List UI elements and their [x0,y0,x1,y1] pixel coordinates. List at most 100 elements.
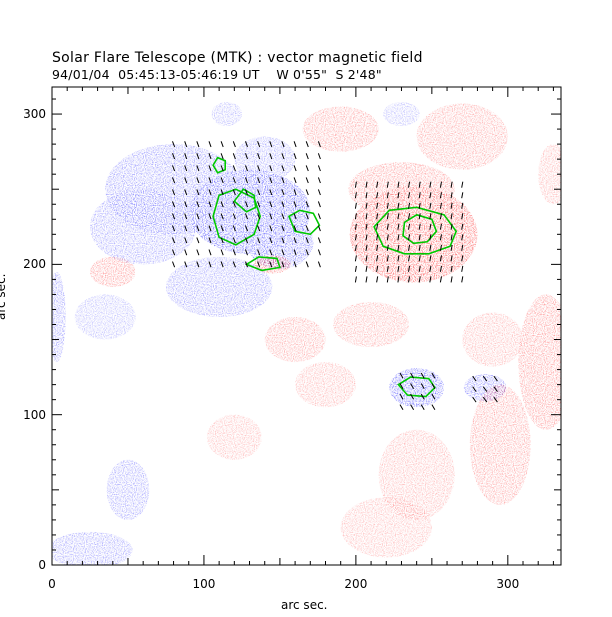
field-vector [431,383,436,389]
field-vector [450,192,453,199]
field-vector [269,261,273,268]
negative-polarity-region [246,214,314,269]
field-vector [461,181,464,188]
field-vector [269,141,273,148]
field-contour [212,156,226,174]
field-vector [376,213,379,220]
field-vector [365,234,368,241]
field-vector [386,181,389,188]
field-vector [305,213,309,220]
field-vector [232,177,236,184]
field-vector [376,202,379,209]
field-vector [208,213,212,220]
positive-polarity-region [378,429,455,520]
field-vector [472,375,477,382]
field-vector [493,396,498,403]
field-vector [450,255,453,262]
field-vector [184,261,188,268]
field-vector [269,201,273,208]
field-vector [365,181,368,188]
field-vector [439,255,442,262]
field-vector [208,237,212,244]
field-vector [418,223,421,230]
field-vector [305,201,309,208]
field-vector [386,213,389,220]
x-tick-label: 100 [192,577,216,591]
field-vector [220,225,224,232]
field-vector [399,383,404,389]
field-vector [196,237,200,244]
field-vector [305,153,309,160]
field-vector [257,213,261,220]
field-vector [450,276,453,283]
field-vector [397,202,400,209]
field-vector [397,213,400,220]
field-vector [386,244,389,251]
field-vector [354,234,357,241]
field-vector [408,192,411,199]
field-vector [365,213,368,220]
field-vector [450,265,453,272]
positive-polarity-region [333,301,410,348]
field-vector [257,237,261,244]
field-vector [397,255,400,262]
field-contour [373,206,458,255]
field-vector [269,189,273,196]
x-axis-label: arc sec. [281,598,328,612]
negative-polarity-region [74,294,136,340]
field-vector [439,265,442,272]
field-vector [269,153,273,160]
field-vector [376,255,379,262]
field-vector [196,141,200,148]
field-vector [220,261,224,268]
field-vector [208,165,212,172]
field-vector [293,261,297,268]
negative-polarity-region [165,256,273,317]
field-vector [429,244,432,251]
field-vector [399,372,404,379]
positive-polarity-region [348,162,455,217]
x-tick-label: 300 [496,577,520,591]
y-tick-label: 300 [23,107,46,122]
field-vector [439,244,442,251]
field-vector [439,213,442,220]
field-vector [386,276,389,283]
y-axis-label: arc sec. [0,273,8,320]
field-vector [431,372,436,379]
field-vector [317,177,321,184]
field-vector [257,261,261,268]
field-vector [408,213,411,220]
field-vector [220,141,224,148]
field-vector [232,249,236,256]
field-vector [482,375,488,382]
field-vector [184,189,188,196]
field-vector [317,213,321,220]
field-vector [365,265,368,272]
field-vector [429,265,432,272]
field-vector [317,225,321,232]
negative-polarity-region [52,271,66,363]
negative-polarity-region [106,459,150,520]
positive-polarity-layer [89,103,561,558]
field-vector [399,393,404,400]
field-vector [184,201,188,208]
positive-polarity-region [462,312,524,367]
field-vector [386,192,389,199]
field-vector [184,141,188,148]
field-vector [365,276,368,283]
field-vector [354,276,357,283]
field-contour [287,209,321,236]
field-vector [305,225,309,232]
field-vector [439,223,442,230]
x-tick-label: 0 [48,577,56,591]
field-vector [317,261,321,268]
field-vector [172,177,176,184]
field-vector [386,223,389,230]
field-vector [376,181,379,188]
field-vector [232,261,236,268]
field-vector [281,225,285,232]
field-vector [429,234,432,241]
field-contour [244,256,281,272]
field-vector [293,225,297,232]
field-vector [461,265,464,272]
